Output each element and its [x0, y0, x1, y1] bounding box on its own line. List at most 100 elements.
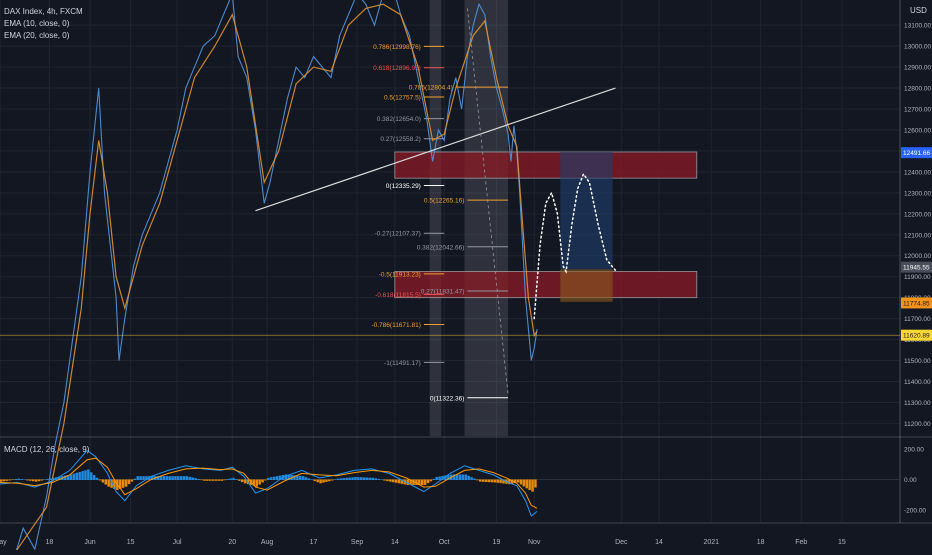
macd-hist-bar — [29, 479, 32, 481]
fib-label: 0.786(12998.76) — [373, 44, 421, 51]
macd-hist-bar — [69, 474, 73, 480]
macd-hist-bar — [188, 476, 192, 480]
macd-hist-bar — [92, 475, 96, 480]
macd-hist-bar — [150, 476, 154, 480]
highlight-band — [429, 0, 442, 436]
fib-label: 0.5(12265.16) — [424, 198, 464, 205]
macd-hist-bar — [31, 479, 35, 482]
macd-hist-bar — [313, 479, 317, 482]
macd-hist-bar — [81, 471, 84, 480]
macd-line — [0, 449, 538, 517]
macd-hist-bar — [447, 474, 450, 480]
ema-legend-1: EMA (10, close, 0) — [4, 19, 70, 28]
macd-hist-bar — [217, 479, 221, 481]
fib-label: 0.618(12896.95) — [373, 65, 421, 72]
macd-hist-bar — [0, 479, 3, 482]
macd-hist-bar — [299, 475, 302, 480]
axes: 11200.0011300.0011400.0011500.0011600.00… — [0, 23, 932, 546]
price-tag-bg — [901, 329, 932, 341]
y-tick-label: 12000.00 — [904, 253, 931, 260]
macd-y-tick: 0.00 — [904, 477, 917, 484]
macd-hist-bar — [133, 478, 137, 480]
currency-label: USD — [910, 6, 927, 15]
price-tag-label: 11620.89 — [903, 333, 930, 340]
macd-hist-bar — [98, 479, 102, 481]
macd-hist-bar — [380, 479, 383, 480]
macd-hist-bar — [124, 479, 128, 487]
y-tick-label: 12900.00 — [904, 65, 931, 72]
price-tag-label: 11774.85 — [903, 300, 930, 307]
macd-hist-bar — [113, 479, 116, 489]
macd-y-tick: 200.00 — [904, 447, 924, 454]
macd-hist-bar — [130, 479, 134, 482]
macd-hist-bar — [513, 479, 517, 484]
macd-hist-bar — [487, 479, 491, 483]
macd-hist-bar — [389, 479, 392, 482]
y-tick-label: 12600.00 — [904, 127, 931, 134]
macd-hist-bar — [371, 477, 375, 480]
macd-hist-bar — [397, 479, 401, 484]
macd-hist-bar — [78, 471, 81, 480]
x-tick-label: Nov — [528, 539, 541, 546]
macd-hist-bar — [435, 476, 438, 480]
y-tick-label: 11900.00 — [904, 274, 931, 281]
macd-hist-bar — [194, 478, 198, 480]
x-tick-label: 18 — [45, 539, 53, 546]
macd-hist-bar — [101, 479, 105, 483]
overlays — [0, 8, 900, 395]
macd-hist-bar — [145, 476, 148, 480]
y-tick-label: 13100.00 — [904, 23, 931, 30]
macd-hist-bar — [180, 476, 183, 480]
macd-hist-bar — [287, 474, 290, 480]
y-tick-label: 12200.00 — [904, 211, 931, 218]
x-tick-label: Aug — [261, 539, 274, 546]
fib-label: -0.27(12107.37) — [375, 231, 421, 238]
price-tag-bg — [901, 147, 932, 159]
macd-hist-bar — [261, 479, 264, 483]
macd-hist-bar — [177, 476, 180, 480]
fib-levels: 0.786(12998.76) 0.618(12896.95) 0.786(1280… — [371, 44, 509, 402]
macd-panel — [0, 449, 900, 517]
macd-hist-bar — [220, 479, 224, 481]
macd-hist-bar — [95, 477, 99, 480]
y-tick-label: 12400.00 — [904, 169, 931, 176]
macd-hist-bar — [121, 479, 125, 488]
macd-hist-bar — [322, 479, 325, 483]
macd-hist-bar — [270, 477, 273, 480]
macd-hist-bar — [499, 479, 502, 484]
macd-y-tick: -200.00 — [904, 507, 926, 514]
macd-hist-bar — [171, 476, 174, 480]
macd-hist-bar — [148, 476, 151, 480]
fib-label: -0.5(11913.23) — [379, 271, 421, 278]
macd-hist-bar — [418, 479, 421, 485]
macd-hist-bar — [206, 479, 209, 481]
macd-hist-bar — [40, 479, 44, 481]
macd-hist-bar — [34, 479, 38, 482]
y-tick-label: 11500.00 — [904, 358, 931, 365]
x-tick-label: 14 — [655, 539, 663, 546]
macd-hist-bar — [458, 474, 462, 480]
y-tick-label: 12100.00 — [904, 232, 931, 239]
macd-hist-bar — [46, 478, 49, 480]
fib-label: 0.27(11831.47) — [421, 289, 465, 296]
macd-hist-bar — [20, 479, 23, 480]
macd-hist-bar — [63, 475, 67, 480]
stop-zone-orange — [560, 269, 613, 302]
macd-hist-bar — [374, 478, 378, 480]
signal-line — [0, 457, 538, 509]
macd-hist-bar — [467, 475, 470, 480]
macd-hist-bar — [348, 477, 351, 480]
macd-hist-bar — [156, 476, 160, 480]
resistance-zone-upper — [394, 151, 698, 179]
macd-hist-bar — [17, 478, 20, 480]
macd-hist-bar — [258, 479, 261, 485]
fib-label: 0(12335.29) — [386, 183, 421, 190]
macd-hist-bar — [165, 476, 168, 480]
highlight-band — [464, 0, 509, 436]
x-tick-label: Dec — [615, 539, 628, 546]
macd-hist-bar — [278, 475, 282, 480]
macd-hist-bar — [26, 479, 29, 481]
macd-hist-bar — [238, 479, 241, 481]
macd-hist-bar — [516, 479, 520, 483]
